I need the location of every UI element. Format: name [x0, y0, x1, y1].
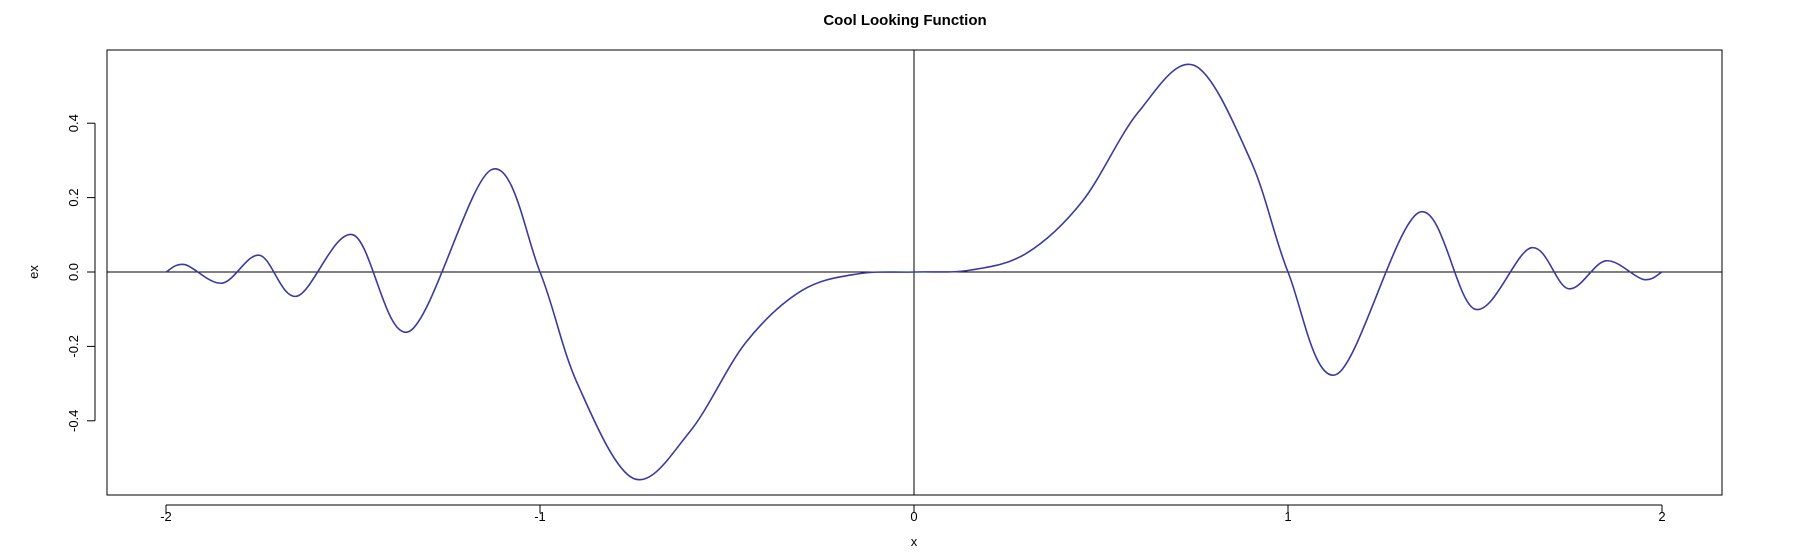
- x-tick-label: 0: [910, 509, 917, 524]
- chart-title: Cool Looking Function: [823, 12, 986, 29]
- series-line: [165, 63, 1663, 481]
- x-tick-label: -1: [534, 509, 546, 524]
- x-tick-label: -2: [160, 509, 172, 524]
- x-tick-label: 1: [1284, 509, 1291, 524]
- y-tick-label: 0.0: [66, 263, 81, 281]
- y-axis-label: ex: [26, 265, 41, 279]
- x-tick-label: 2: [1658, 509, 1665, 524]
- x-axis-label: x: [911, 534, 918, 549]
- y-axis: -0.4 -0.2 0.0 0.2 0.4: [66, 114, 96, 432]
- y-tick-label: 0.2: [66, 189, 81, 207]
- y-tick-label: -0.4: [66, 410, 81, 432]
- y-tick-label: -0.2: [66, 335, 81, 357]
- x-axis: -2 -1 0 1 2: [160, 504, 1666, 524]
- y-tick-label: 0.4: [66, 114, 81, 132]
